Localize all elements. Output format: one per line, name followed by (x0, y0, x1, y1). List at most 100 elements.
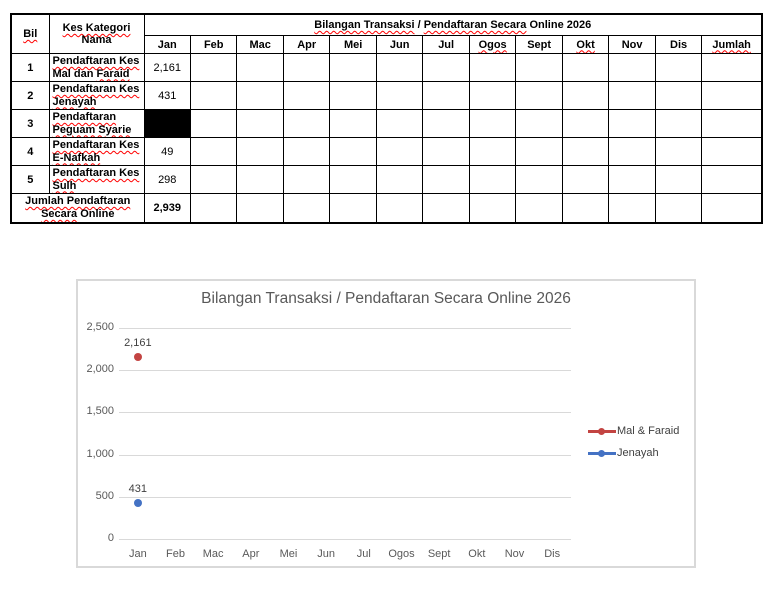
empty-cell[interactable] (236, 193, 284, 224)
chart[interactable]: Bilangan Transaksi / Pendaftaran Secara … (76, 279, 696, 568)
empty-cell[interactable] (236, 165, 284, 194)
col-header-dis[interactable]: Dis (654, 35, 703, 54)
row1-jan-value[interactable]: 2,161 (143, 53, 191, 82)
empty-cell[interactable] (236, 109, 284, 138)
col-header-ogos[interactable]: Ogos (468, 35, 517, 54)
empty-cell[interactable] (189, 193, 238, 224)
empty-cell[interactable] (515, 193, 563, 224)
empty-cell[interactable] (329, 53, 377, 82)
empty-cell[interactable] (608, 137, 656, 166)
col-header-apr[interactable]: Apr (282, 35, 331, 54)
legend-item-mal-faraid[interactable]: Mal & Faraid (588, 420, 679, 442)
empty-cell[interactable] (654, 193, 703, 224)
empty-cell[interactable] (515, 165, 563, 194)
row5-bil[interactable]: 5 (10, 165, 50, 194)
empty-cell[interactable] (329, 165, 377, 194)
empty-cell[interactable] (701, 165, 763, 194)
row4-category[interactable]: Pendaftaran Kes E-Nafkah (48, 137, 145, 166)
empty-cell[interactable] (468, 137, 517, 166)
row2-category[interactable]: Pendaftaran Kes Jenayah (48, 81, 145, 110)
empty-cell[interactable] (608, 81, 656, 110)
empty-cell[interactable] (561, 81, 610, 110)
empty-cell[interactable] (468, 193, 517, 224)
legend-item-jenayah[interactable]: Jenayah (588, 442, 679, 464)
col-header-jul[interactable]: Jul (422, 35, 470, 54)
empty-cell[interactable] (329, 137, 377, 166)
empty-cell[interactable] (468, 109, 517, 138)
col-header-jan[interactable]: Jan (143, 35, 191, 54)
empty-cell[interactable] (515, 53, 563, 82)
empty-cell[interactable] (375, 193, 424, 224)
data-point[interactable] (133, 498, 142, 507)
empty-cell[interactable] (701, 53, 763, 82)
empty-cell[interactable] (329, 81, 377, 110)
empty-cell[interactable] (329, 109, 377, 138)
total-jan-value[interactable]: 2,939 (143, 193, 191, 224)
row2-bil[interactable]: 2 (10, 81, 50, 110)
row4-bil[interactable]: 4 (10, 137, 50, 166)
col-header-sept[interactable]: Sept (515, 35, 563, 54)
row1-category[interactable]: Pendaftaran Kes Mal dan Faraid (48, 53, 145, 82)
empty-cell[interactable] (282, 165, 331, 194)
empty-cell[interactable] (654, 165, 703, 194)
empty-cell[interactable] (375, 109, 424, 138)
col-header-jumlah[interactable]: Jumlah (701, 35, 763, 54)
empty-cell[interactable] (329, 193, 377, 224)
empty-cell[interactable] (375, 53, 424, 82)
empty-cell[interactable] (422, 137, 470, 166)
empty-cell[interactable] (189, 53, 238, 82)
row3-category[interactable]: Pendaftaran Peguam Syarie (48, 109, 145, 138)
empty-cell[interactable] (236, 53, 284, 82)
col-header-bil[interactable]: Bil (10, 13, 50, 54)
empty-cell[interactable] (701, 109, 763, 138)
empty-cell[interactable] (282, 81, 331, 110)
col-header-nov[interactable]: Nov (608, 35, 656, 54)
empty-cell[interactable] (515, 137, 563, 166)
empty-cell[interactable] (515, 81, 563, 110)
empty-cell[interactable] (561, 53, 610, 82)
row5-jan-value[interactable]: 298 (143, 165, 191, 194)
empty-cell[interactable] (561, 165, 610, 194)
empty-cell[interactable] (608, 165, 656, 194)
row3-bil[interactable]: 3 (10, 109, 50, 138)
empty-cell[interactable] (608, 53, 656, 82)
col-header-okt[interactable]: Okt (561, 35, 610, 54)
empty-cell[interactable] (422, 193, 470, 224)
empty-cell[interactable] (236, 81, 284, 110)
empty-cell[interactable] (654, 53, 703, 82)
empty-cell[interactable] (701, 81, 763, 110)
empty-cell[interactable] (282, 137, 331, 166)
row4-jan-value[interactable]: 49 (143, 137, 191, 166)
empty-cell[interactable] (561, 193, 610, 224)
empty-cell[interactable] (189, 137, 238, 166)
empty-cell[interactable] (654, 137, 703, 166)
empty-cell[interactable] (422, 81, 470, 110)
empty-cell[interactable] (189, 165, 238, 194)
row2-jan-value[interactable]: 431 (143, 81, 191, 110)
empty-cell[interactable] (375, 165, 424, 194)
empty-cell[interactable] (189, 109, 238, 138)
empty-cell[interactable] (468, 165, 517, 194)
empty-cell[interactable] (236, 137, 284, 166)
empty-cell[interactable] (422, 53, 470, 82)
empty-cell[interactable] (422, 165, 470, 194)
row5-category[interactable]: Pendaftaran Kes Sulh (48, 165, 145, 194)
empty-cell[interactable] (375, 137, 424, 166)
empty-cell[interactable] (375, 81, 424, 110)
data-point[interactable] (133, 352, 142, 361)
total-row-label[interactable]: Jumlah Pendaftaran Secara Online (10, 193, 145, 224)
col-header-mei[interactable]: Mei (329, 35, 377, 54)
empty-cell[interactable] (468, 81, 517, 110)
empty-cell[interactable] (282, 109, 331, 138)
row1-bil[interactable]: 1 (10, 53, 50, 82)
empty-cell[interactable] (282, 53, 331, 82)
col-header-mac[interactable]: Mac (236, 35, 284, 54)
empty-cell[interactable] (189, 81, 238, 110)
empty-cell[interactable] (608, 109, 656, 138)
col-header-jun[interactable]: Jun (375, 35, 424, 54)
empty-cell[interactable] (422, 109, 470, 138)
empty-cell[interactable] (654, 109, 703, 138)
empty-cell[interactable] (282, 193, 331, 224)
empty-cell[interactable] (701, 137, 763, 166)
col-header-category[interactable]: Kes Kategori Nama (48, 13, 145, 54)
